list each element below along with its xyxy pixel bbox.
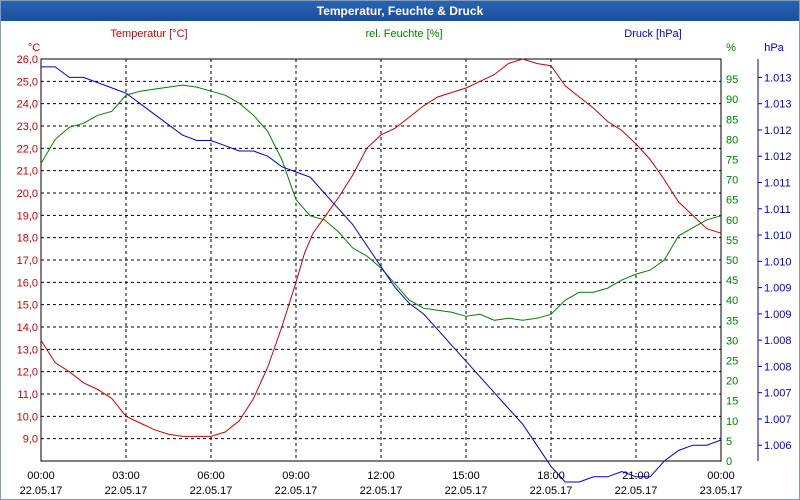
plot-frame xyxy=(40,58,722,462)
temperature-tick-label: 26,0 xyxy=(17,54,38,66)
x-tick-date: 22.05.17 xyxy=(105,485,148,497)
humidity-tick-label: 55 xyxy=(726,235,738,247)
temperature-tick-label: 15,0 xyxy=(17,300,38,312)
temperature-tick-label: 24,0 xyxy=(17,99,38,111)
pressure-series-line xyxy=(41,66,722,483)
pressure-tick-label: 1.009 xyxy=(764,283,792,295)
humidity-tick-label: 95 xyxy=(726,74,738,86)
temperature-tick-label: 16,0 xyxy=(17,277,38,289)
humidity-tick-label: 65 xyxy=(726,195,738,207)
humidity-tick-label: 80 xyxy=(726,134,738,146)
humidity-tick-label: 75 xyxy=(726,155,738,167)
humidity-tick-label: 60 xyxy=(726,215,738,227)
pressure-tick-label: 1.012 xyxy=(764,125,792,137)
x-tick-time: 00:00 xyxy=(707,470,735,482)
temperature-unit-label: °C xyxy=(28,42,40,54)
x-tick-time: 06:00 xyxy=(197,470,225,482)
pressure-tick-label: 1.007 xyxy=(764,388,792,400)
humidity-series-label: rel. Feuchte [%] xyxy=(365,28,442,40)
x-tick-time: 21:00 xyxy=(622,470,650,482)
humidity-tick-label: 35 xyxy=(726,315,738,327)
x-tick-time: 00:00 xyxy=(27,470,55,482)
pressure-tick-label: 1.013 xyxy=(764,72,792,84)
pressure-tick-label: 1.006 xyxy=(764,440,792,452)
humidity-tick-label: 15 xyxy=(726,396,738,408)
temperature-tick-label: 19,0 xyxy=(17,210,38,222)
temperature-tick-label: 14,0 xyxy=(17,322,38,334)
x-tick-date: 22.05.17 xyxy=(615,485,658,497)
humidity-tick-label: 0 xyxy=(726,456,732,468)
temperature-tick-label: 12,0 xyxy=(17,367,38,379)
temperature-series-line xyxy=(40,58,722,437)
x-tick-time: 03:00 xyxy=(112,470,140,482)
x-tick-date: 22.05.17 xyxy=(275,485,318,497)
x-tick-time: 15:00 xyxy=(452,470,480,482)
humidity-tick-label: 50 xyxy=(726,255,738,267)
chart-canvas: 00:00 22.05.17 03:00 22.05.17 06:00 22.05.17 0… xyxy=(17,28,792,497)
x-tick-date: 22.05.17 xyxy=(530,485,573,497)
humidity-tick-label: 70 xyxy=(726,175,738,187)
temperature-tick-label: 25,0 xyxy=(17,76,38,88)
temperature-tick-label: 9,0 xyxy=(23,434,38,446)
x-tick-date: 22.05.17 xyxy=(20,485,63,497)
temperature-tick-label: 22,0 xyxy=(17,143,38,155)
x-tick-time: 09:00 xyxy=(282,470,310,482)
temperature-series-label: Temperatur [°C] xyxy=(110,28,187,40)
humidity-series-line xyxy=(40,84,722,321)
pressure-tick-label: 1.012 xyxy=(764,151,792,163)
temperature-tick-label: 11,0 xyxy=(17,389,38,401)
pressure-tick-label: 1.008 xyxy=(764,335,792,347)
humidity-tick-label: 90 xyxy=(726,94,738,106)
pressure-tick-label: 1.009 xyxy=(764,309,792,321)
pressure-tick-label: 1.010 xyxy=(764,230,792,242)
pressure-tick-label: 1.011 xyxy=(764,204,791,216)
humidity-tick-label: 20 xyxy=(726,376,738,388)
humidity-tick-label: 25 xyxy=(726,356,738,368)
pressure-tick-label: 1.008 xyxy=(764,361,792,373)
temperature-tick-label: 18,0 xyxy=(17,233,38,245)
pressure-unit-label: hPa xyxy=(764,42,784,54)
pressure-tick-label: 1.010 xyxy=(764,256,792,268)
pressure-tick-label: 1.011 xyxy=(764,177,791,189)
humidity-unit-label: % xyxy=(726,42,736,54)
humidity-tick-label: 30 xyxy=(726,335,738,347)
temperature-tick-label: 13,0 xyxy=(17,344,38,356)
pressure-tick-label: 1.013 xyxy=(764,99,792,111)
x-tick-date: 23.05.17 xyxy=(700,485,743,497)
x-tick-date: 22.05.17 xyxy=(190,485,233,497)
humidity-tick-label: 5 xyxy=(726,436,732,448)
humidity-tick-label: 40 xyxy=(726,295,738,307)
temperature-tick-label: 23,0 xyxy=(17,121,38,133)
pressure-tick-label: 1.007 xyxy=(764,414,792,426)
chart-title: Temperatur, Feuchte & Druck xyxy=(1,1,799,21)
x-tick-date: 22.05.17 xyxy=(445,485,488,497)
humidity-tick-label: 10 xyxy=(726,416,738,428)
temperature-tick-label: 10,0 xyxy=(17,411,38,423)
humidity-tick-label: 45 xyxy=(726,275,738,287)
temperature-tick-label: 21,0 xyxy=(17,166,38,178)
x-tick-date: 22.05.17 xyxy=(360,485,403,497)
temperature-tick-label: 17,0 xyxy=(17,255,38,267)
x-tick-time: 18:00 xyxy=(537,470,565,482)
temperature-tick-label: 20,0 xyxy=(17,188,38,200)
humidity-tick-label: 85 xyxy=(726,114,738,126)
pressure-series-label: Druck [hPa] xyxy=(624,28,681,40)
x-tick-time: 12:00 xyxy=(367,470,395,482)
